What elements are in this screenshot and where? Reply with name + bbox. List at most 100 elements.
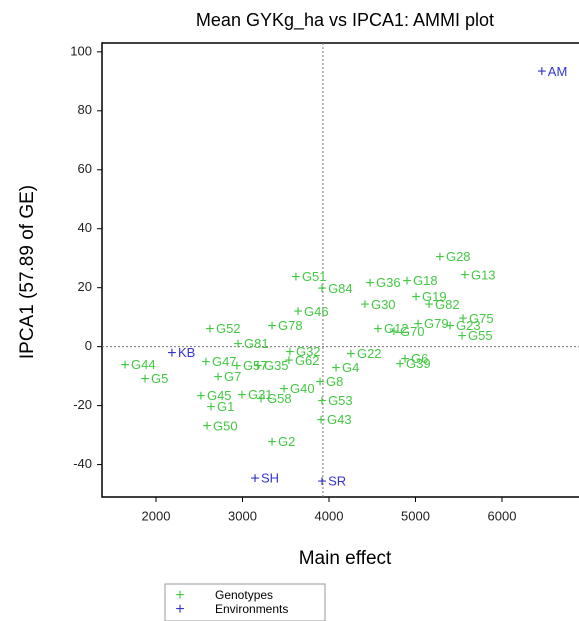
point: + (537, 64, 546, 81)
point: + (460, 267, 469, 284)
y-tick-label: 20 (78, 279, 92, 294)
point-label: G22 (357, 346, 382, 361)
point-label: G43 (327, 412, 352, 427)
point: + (400, 351, 409, 368)
point-label: AM (548, 64, 568, 79)
point-label: G36 (376, 275, 401, 290)
point-label: G8 (326, 374, 343, 389)
point-label: G78 (278, 318, 303, 333)
y-tick-label: 0 (85, 338, 92, 353)
point: + (445, 318, 454, 335)
point-label: G40 (290, 381, 315, 396)
legend-label: Environments (215, 602, 288, 616)
point: + (402, 273, 411, 290)
point: + (256, 391, 265, 408)
point: + (317, 473, 326, 490)
point-label: G55 (468, 328, 493, 343)
plot-frame (101, 42, 579, 498)
point-label: G18 (413, 273, 438, 288)
point: + (293, 304, 302, 321)
y-tick-label: 80 (78, 102, 92, 117)
point: + (205, 321, 214, 338)
x-tick-label: 4000 (315, 508, 344, 523)
legend-symbol: + (175, 601, 184, 618)
point: + (360, 297, 369, 314)
point: + (346, 346, 355, 363)
point-label: SH (261, 471, 279, 486)
point: + (202, 418, 211, 435)
y-axis-label: IPCA1 (57.89 of GE) (17, 185, 38, 359)
legend-box (164, 583, 326, 621)
point-label: G52 (216, 321, 241, 336)
point-label: G46 (304, 304, 329, 319)
point-label: G1 (217, 399, 234, 414)
point-label: G31 (248, 387, 273, 402)
point: + (413, 316, 422, 333)
point-label: G19 (422, 289, 447, 304)
point-label: G81 (244, 336, 269, 351)
point: + (457, 328, 466, 345)
point: + (291, 269, 300, 286)
x-tick-label: 2000 (142, 508, 171, 523)
point-label: G58 (267, 391, 292, 406)
x-tick-label: 6000 (488, 508, 517, 523)
point-label: G6 (411, 351, 428, 366)
point: + (201, 354, 210, 371)
point-label: G62 (295, 353, 320, 368)
point: + (267, 318, 276, 335)
y-tick-label: 100 (70, 43, 92, 58)
point: + (253, 358, 262, 375)
point-label: KB (178, 345, 195, 360)
point: + (435, 249, 444, 266)
point: + (237, 387, 246, 404)
point-label: G23 (456, 318, 481, 333)
point: + (284, 353, 293, 370)
point: + (395, 356, 404, 373)
point: + (389, 324, 398, 341)
point: + (317, 393, 326, 410)
y-tick-label: -40 (73, 456, 92, 471)
point: + (424, 297, 433, 314)
y-tick-label: 60 (78, 161, 92, 176)
y-tick-label: -20 (73, 397, 92, 412)
legend-symbol: + (175, 587, 184, 604)
point: + (213, 369, 222, 386)
point: + (458, 311, 467, 328)
point-label: G12 (384, 321, 409, 336)
point: + (285, 344, 294, 361)
point: + (373, 321, 382, 338)
point: + (167, 345, 176, 362)
point-label: G79 (424, 316, 449, 331)
point-label: G2 (278, 434, 295, 449)
point-label: G35 (264, 358, 289, 373)
point-label: G47 (212, 354, 237, 369)
legend-label: Genotypes (215, 588, 273, 602)
point: + (279, 381, 288, 398)
point-label: G32 (296, 344, 321, 359)
point-label: G57 (243, 358, 268, 373)
point-label: G13 (471, 267, 496, 282)
point-label: G7 (224, 369, 241, 384)
point-label: SR (328, 474, 346, 489)
point-label: G51 (302, 269, 327, 284)
point-label: G44 (131, 357, 156, 372)
x-tick-label: 3000 (228, 508, 257, 523)
point-label: G30 (371, 297, 396, 312)
point-label: G50 (213, 418, 238, 433)
point: + (267, 434, 276, 451)
point-label: G70 (400, 324, 425, 339)
point: + (316, 412, 325, 429)
point-label: G75 (469, 311, 494, 326)
point-label: G53 (328, 393, 353, 408)
chart-title: Mean GYKg_ha vs IPCA1: AMMI plot (196, 10, 494, 31)
point: + (206, 399, 215, 416)
point: + (140, 371, 149, 388)
point-label: G45 (207, 388, 232, 403)
point-label: G28 (446, 249, 471, 264)
point: + (120, 357, 129, 374)
point: + (365, 275, 374, 292)
point: + (411, 289, 420, 306)
x-tick-label: 5000 (401, 508, 430, 523)
point-label: G84 (328, 281, 353, 296)
